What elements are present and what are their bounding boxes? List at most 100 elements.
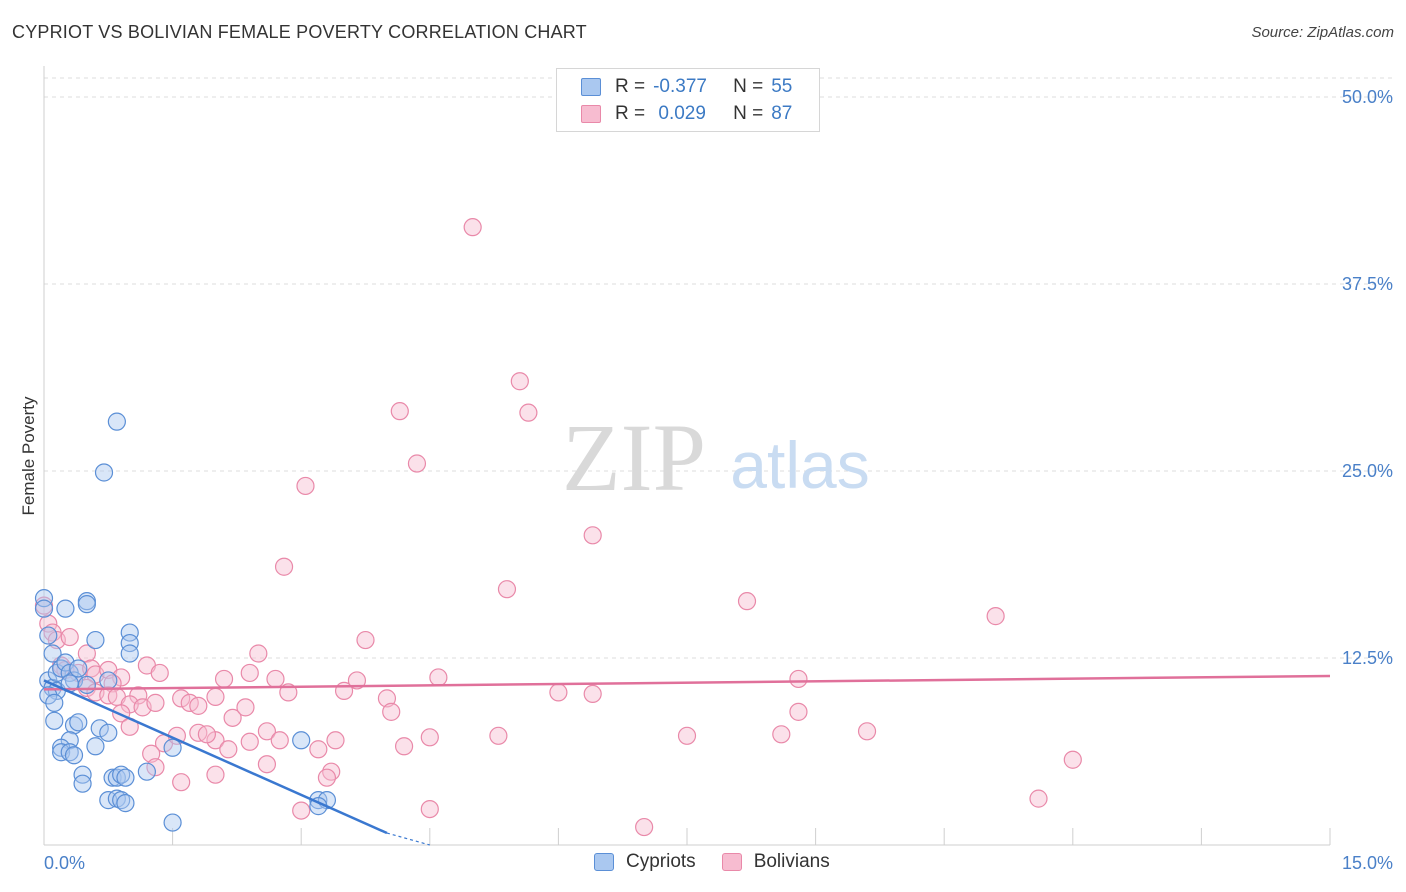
bolivians-swatch xyxy=(581,105,601,123)
cypriot-point xyxy=(120,633,139,653)
n-label: N = xyxy=(733,76,764,97)
legend-label: Bolivians xyxy=(753,851,830,872)
watermark-atlas: atlas xyxy=(730,428,869,502)
cypriot-point xyxy=(107,412,126,431)
bolivian-point xyxy=(172,773,191,792)
cypriot-point xyxy=(45,693,64,712)
cypriot-point xyxy=(99,723,118,742)
cypriot-point xyxy=(39,686,58,705)
bolivian-point xyxy=(857,722,877,741)
cypriot-point xyxy=(43,644,62,663)
bolivian-point xyxy=(77,644,96,663)
bolivian-point xyxy=(420,799,439,819)
axes xyxy=(43,66,1331,846)
legend-row-cypriots: R = -0.377 N = 55 xyxy=(581,75,792,99)
cypriot-point xyxy=(116,768,135,787)
correlation-legend: R = -0.377 N = 55 R = 0.029 N = 87 xyxy=(556,68,820,132)
bolivian-point xyxy=(249,644,268,663)
bolivian-point xyxy=(240,732,259,751)
cypriots-trend-extension xyxy=(386,832,430,846)
bolivian-point xyxy=(497,580,517,599)
cypriot-point xyxy=(94,463,114,482)
n-value: 87 xyxy=(771,103,793,124)
bolivian-point xyxy=(986,607,1005,626)
bolivian-point xyxy=(60,627,79,647)
bolivians-trend-line xyxy=(43,674,1331,691)
cypriot-point xyxy=(99,671,118,690)
bolivian-point xyxy=(292,801,311,820)
r-label: R = xyxy=(615,103,646,124)
bolivian-point xyxy=(317,768,337,787)
bolivian-point xyxy=(206,765,225,784)
y-axis-label: Female Poverty xyxy=(19,396,38,516)
cypriot-point xyxy=(116,794,135,813)
bolivian-point xyxy=(463,218,482,237)
bolivians-swatch xyxy=(721,853,742,871)
bolivian-point xyxy=(236,698,255,717)
bolivian-point xyxy=(1029,789,1048,808)
cypriot-point xyxy=(69,713,88,732)
cypriots-swatch xyxy=(581,78,601,96)
cypriot-point xyxy=(120,644,139,663)
bolivian-point xyxy=(197,725,216,744)
cypriot-point xyxy=(90,719,109,738)
bolivian-point xyxy=(394,737,414,756)
cypriot-point xyxy=(163,738,182,757)
bolivian-point xyxy=(223,708,242,727)
y-tick-label: 50.0% xyxy=(1342,87,1393,107)
bolivian-point xyxy=(172,689,191,708)
r-label: R = xyxy=(615,76,646,97)
legend-label: Cypriots xyxy=(626,851,696,872)
bolivian-point xyxy=(407,454,427,473)
bolivian-point xyxy=(519,403,538,422)
bolivian-point xyxy=(257,755,277,774)
x-tick-label: 15.0% xyxy=(1342,853,1393,873)
legend-item-cypriots[interactable]: Cypriots xyxy=(594,851,696,873)
watermark: ZIP atlas xyxy=(562,404,870,511)
bolivian-point xyxy=(240,663,259,683)
bolivian-point xyxy=(1063,750,1082,769)
r-value: 0.029 xyxy=(653,103,706,124)
legend-item-bolivians[interactable]: Bolivians xyxy=(721,851,830,873)
tick-labels: 12.5% 25.0% 37.5% 50.0% 0.0% 15.0% xyxy=(44,87,1393,873)
cypriot-point xyxy=(292,731,311,750)
cypriots-trend-line xyxy=(43,679,388,835)
bolivian-point xyxy=(309,740,328,759)
cypriot-point xyxy=(120,623,139,642)
bolivian-point xyxy=(772,725,791,744)
bolivian-point xyxy=(489,726,508,745)
bolivian-point xyxy=(789,669,808,689)
bolivian-point xyxy=(583,684,602,704)
bolivian-point xyxy=(214,669,234,689)
cypriot-point xyxy=(64,746,84,765)
bolivian-point xyxy=(257,722,277,741)
bolivian-point xyxy=(146,693,165,712)
cypriot-point xyxy=(77,595,96,614)
gridlines xyxy=(44,77,1392,659)
y-tick-label: 12.5% xyxy=(1342,648,1393,668)
source-label: Source: ZipAtlas.com xyxy=(1251,24,1394,41)
bolivian-point xyxy=(429,668,448,687)
r-value: -0.377 xyxy=(653,76,707,97)
y-tick-label: 37.5% xyxy=(1342,274,1393,294)
watermark-zip: ZIP xyxy=(562,404,706,511)
bolivian-point xyxy=(274,557,294,576)
bolivian-point xyxy=(150,663,169,683)
bolivian-point xyxy=(326,731,345,750)
cypriot-point xyxy=(137,762,156,781)
bolivian-point xyxy=(677,726,697,745)
cypriot-point xyxy=(77,675,96,695)
n-label: N = xyxy=(733,103,764,124)
bolivian-point xyxy=(296,476,315,496)
bolivian-point xyxy=(549,683,568,702)
bolivian-point xyxy=(189,696,208,715)
cypriot-point xyxy=(69,659,88,678)
bolivian-point xyxy=(266,669,285,689)
cypriot-point xyxy=(86,737,105,756)
bolivian-point xyxy=(390,402,409,421)
cypriot-point xyxy=(34,589,54,608)
trend-lines xyxy=(43,674,1331,846)
cypriots-points xyxy=(34,412,337,832)
bolivian-point xyxy=(356,630,375,650)
